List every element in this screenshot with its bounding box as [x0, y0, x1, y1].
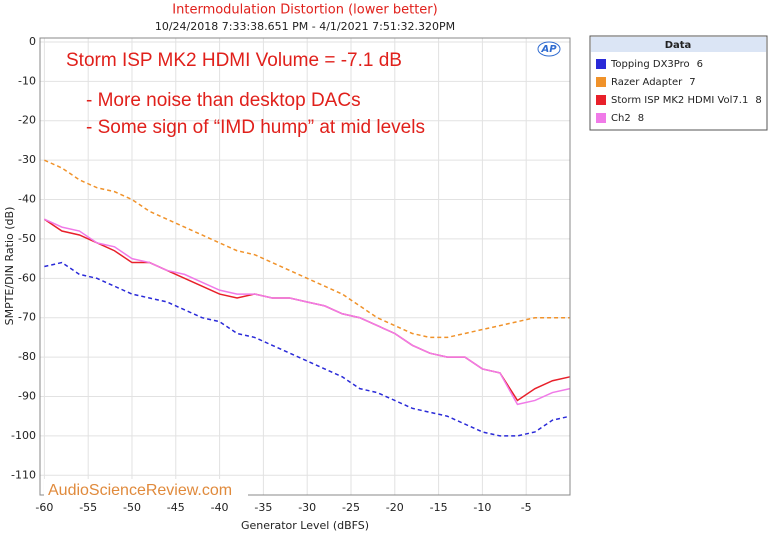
legend-label: Ch2: [611, 113, 631, 124]
annotation: - Some sign of “IMD hump” at mid levels: [86, 117, 425, 138]
x-tick-label: -25: [342, 501, 360, 514]
x-tick-label: -55: [79, 501, 97, 514]
logo: AP: [540, 44, 557, 55]
chart-subtitle: 10/24/2018 7:33:38.651 PM - 4/1/2021 7:5…: [155, 20, 455, 33]
y-tick-label: -90: [18, 390, 36, 403]
grid: [40, 38, 570, 495]
y-tick-label: -100: [11, 429, 36, 442]
annotation: - More noise than desktop DACs: [86, 90, 361, 111]
x-tick-label: -45: [167, 501, 185, 514]
x-tick-label: -50: [123, 501, 141, 514]
logo-ring: [537, 41, 561, 57]
y-tick-label: -10: [18, 74, 36, 87]
plot-frame: [39, 37, 571, 496]
y-tick-label: -30: [18, 153, 36, 166]
legend-title: Data: [665, 40, 692, 51]
x-tick-label: -15: [430, 501, 448, 514]
x-tick-label: -10: [473, 501, 491, 514]
y-tick-label: 0: [29, 35, 36, 48]
x-tick-label: -20: [386, 501, 404, 514]
plot-lines: [43, 159, 571, 437]
x-tick-label: -60: [35, 501, 53, 514]
legend-index: 6: [697, 59, 703, 70]
chart-title: Intermodulation Distortion (lower better…: [172, 3, 437, 18]
legend-label: Topping DX3Pro: [610, 59, 690, 70]
legend-index: 8: [755, 95, 761, 106]
watermark: AudioScienceReview.com: [48, 482, 232, 499]
legend-label: Razer Adapter: [611, 77, 683, 88]
legend-label: Storm ISP MK2 HDMI Vol7.1: [611, 95, 748, 106]
legend-swatch: [596, 59, 606, 69]
legend-header: [591, 37, 766, 52]
legend-swatch: [596, 95, 606, 105]
watermark-box: [44, 479, 248, 501]
y-tick-label: -60: [18, 271, 36, 284]
y-tick-label: -40: [18, 193, 36, 206]
x-tick-label: -40: [211, 501, 229, 514]
x-axis-label: Generator Level (dBFS): [241, 519, 369, 532]
x-tick-label: -35: [254, 501, 272, 514]
x-tick-label: -5: [521, 501, 532, 514]
y-tick-label: -20: [18, 114, 36, 127]
y-tick-label: -70: [18, 311, 36, 324]
y-tick-label: -80: [18, 350, 36, 363]
series-line: [44, 159, 570, 339]
x-tick-label: -30: [298, 501, 316, 514]
y-axis-label: SMPTE/DIN Ratio (dB): [3, 207, 16, 326]
legend-swatch: [596, 77, 606, 87]
legend-swatch: [596, 113, 606, 123]
legend-index: 8: [638, 113, 644, 124]
annotation: Storm ISP MK2 HDMI Volume = -7.1 dB: [66, 50, 402, 71]
y-tick-label: -50: [18, 232, 36, 245]
legend-index: 7: [689, 77, 695, 88]
y-tick-label: -110: [11, 468, 36, 481]
legend: Data Topping DX3Pro 6 Razer Adapter 7 Storm …: [589, 35, 768, 131]
series-line: [44, 218, 571, 406]
